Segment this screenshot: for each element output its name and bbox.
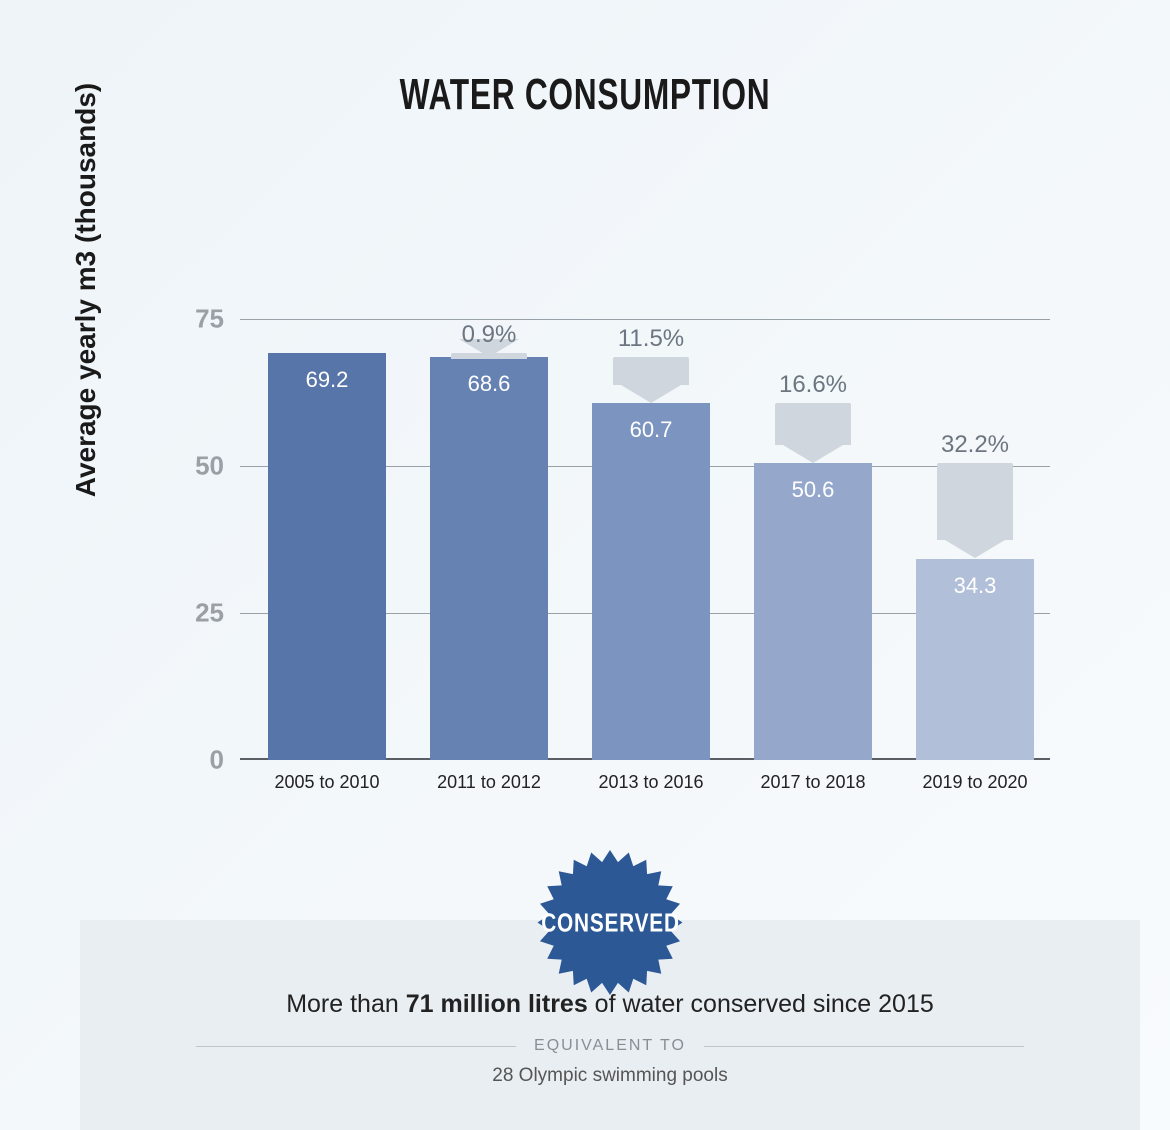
percent-change-label: 16.6%: [743, 371, 883, 399]
bar: 60.7: [592, 403, 710, 760]
y-tick-label: 50: [195, 451, 224, 482]
plot-area: 025507569.22005 to 201068.60.9%2011 to 2…: [240, 290, 1050, 760]
bar-value-label: 60.7: [592, 417, 710, 443]
decrease-arrow-tail: [613, 357, 689, 385]
decrease-arrow-tail: [937, 463, 1013, 541]
bar-value-label: 68.6: [430, 371, 548, 397]
bar-value-label: 34.3: [916, 573, 1034, 599]
percent-change-label: 32.2%: [905, 431, 1045, 459]
x-tick-label: 2017 to 2018: [733, 772, 893, 793]
equivalent-row: EQUIVALENT TO: [80, 1037, 1140, 1055]
x-tick-label: 2013 to 2016: [571, 772, 731, 793]
conserved-pre: More than: [286, 990, 406, 1018]
footer-panel: CONSERVED More than 71 million litres of…: [80, 920, 1140, 1130]
bar: 68.6: [430, 357, 548, 760]
x-tick-label: 2011 to 2012: [409, 772, 569, 793]
chart-title: WATER CONSUMPTION: [164, 70, 1006, 120]
bar-value-label: 50.6: [754, 477, 872, 503]
y-tick-label: 0: [210, 745, 224, 776]
bar: 69.2: [268, 353, 386, 760]
decrease-arrow-tail: [775, 403, 851, 444]
bar: 50.6: [754, 463, 872, 760]
equivalent-label: EQUIVALENT TO: [534, 1037, 686, 1055]
decrease-arrow-icon: [621, 385, 681, 403]
badge-label: CONSERVED: [541, 907, 680, 938]
y-tick-label: 75: [195, 304, 224, 335]
percent-change-label: 11.5%: [581, 325, 721, 353]
decrease-arrow-icon: [783, 445, 843, 463]
y-axis-label: Average yearly m3 (thousands): [70, 40, 102, 540]
bar-value-label: 69.2: [268, 367, 386, 393]
chart-container: Average yearly m3 (thousands) 025507569.…: [80, 210, 1080, 850]
gridline: [240, 319, 1050, 320]
x-tick-label: 2005 to 2010: [247, 772, 407, 793]
bar: 34.3: [916, 559, 1034, 761]
decrease-arrow-icon: [945, 540, 1005, 558]
x-tick-label: 2019 to 2020: [895, 772, 1055, 793]
equivalent-value: 28 Olympic swimming pools: [80, 1065, 1140, 1087]
divider-left: [196, 1046, 516, 1047]
conserved-badge: CONSERVED: [538, 850, 683, 995]
percent-change-label: 0.9%: [419, 321, 559, 349]
divider-right: [704, 1046, 1024, 1047]
y-tick-label: 25: [195, 598, 224, 629]
